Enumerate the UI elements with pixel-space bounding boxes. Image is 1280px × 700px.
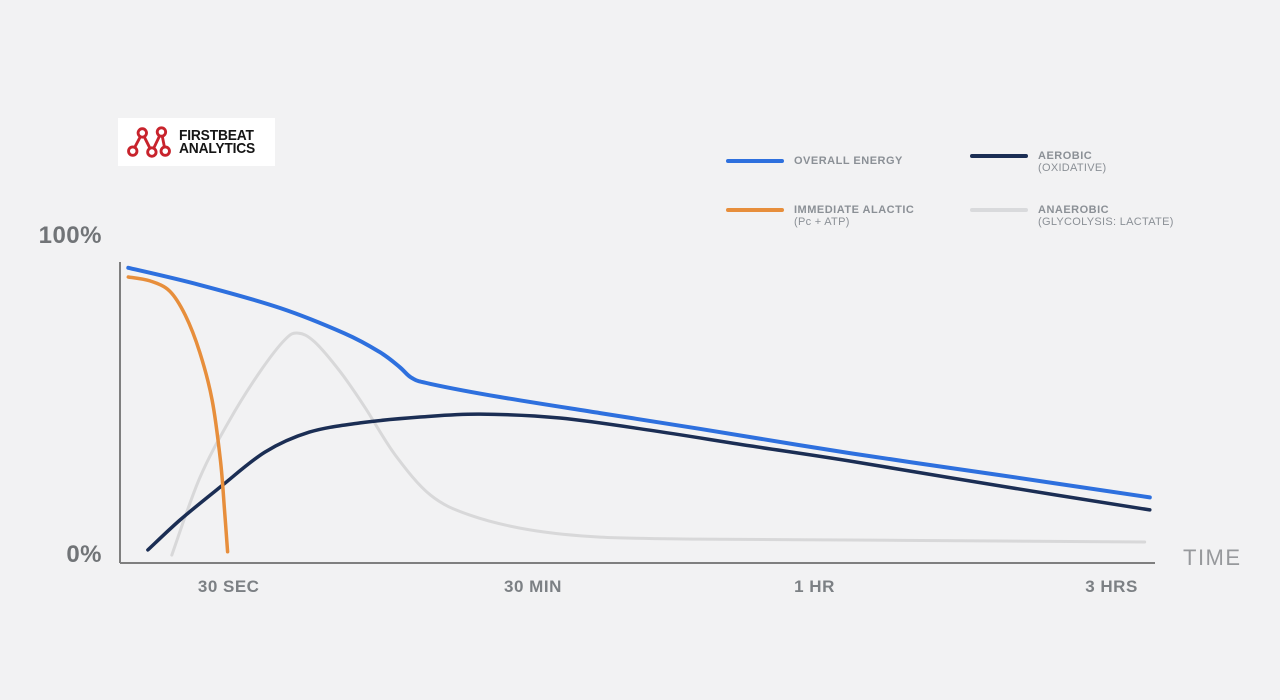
legend-label-immediate-alactic: IMMEDIATE ALACTIC [794, 204, 915, 216]
series-path-overall-energy [126, 265, 1152, 500]
legend-item-immediate-alactic: IMMEDIATE ALACTIC (Pc + ATP) [726, 204, 914, 228]
legend-swatch-anaerobic [970, 208, 1028, 212]
legend-swatch-overall-energy [726, 159, 784, 163]
series-path-anaerobic-glycolysis-lactate [170, 331, 1147, 557]
series-group [126, 265, 1152, 557]
series-path-aerobic-oxidative [146, 412, 1152, 552]
legend-label-overall-energy: OVERALL ENERGY [794, 155, 903, 167]
x-tick-30min: 30 MIN [504, 577, 562, 596]
legend-sublabel-immediate-alactic: (Pc + ATP) [794, 216, 850, 228]
legend-item-anaerobic: ANAEROBIC (GLYCOLYSIS: LACTATE) [970, 204, 1174, 228]
legend-sublabel-aerobic: (OXIDATIVE) [1038, 162, 1107, 174]
x-tick-30sec: 30 SEC [197, 577, 260, 596]
firstbeat-logo: FIRSTBEAT ANALYTICS [118, 118, 275, 166]
x-axis-title: TIME [1183, 545, 1242, 570]
firstbeat-logo-icon [127, 125, 171, 158]
x-tick-1hr: 1 HR [794, 577, 835, 596]
series-path-immediate-alactic-pc-atp [126, 275, 230, 554]
legend-item-overall-energy: OVERALL ENERGY [726, 155, 903, 167]
firstbeat-logo-line2: ANALYTICS [179, 140, 256, 157]
firstbeat-logo-line1: FIRSTBEAT [179, 126, 254, 144]
firstbeat-logo-text: FIRSTBEAT ANALYTICS [179, 126, 256, 157]
legend-sublabel-anaerobic: (GLYCOLYSIS: LACTATE) [1038, 216, 1174, 228]
legend-swatch-immediate-alactic [726, 208, 784, 212]
y-axis-label-100: 100% [38, 222, 102, 249]
legend-label-aerobic: AEROBIC [1038, 150, 1093, 162]
legend-item-aerobic: AEROBIC (OXIDATIVE) [970, 150, 1107, 174]
y-axis-label-0: 0% [66, 541, 102, 568]
x-tick-3hrs: 3 HRS [1085, 577, 1138, 596]
legend-swatch-aerobic [970, 154, 1028, 158]
legend-label-anaerobic: ANAEROBIC [1038, 204, 1110, 216]
